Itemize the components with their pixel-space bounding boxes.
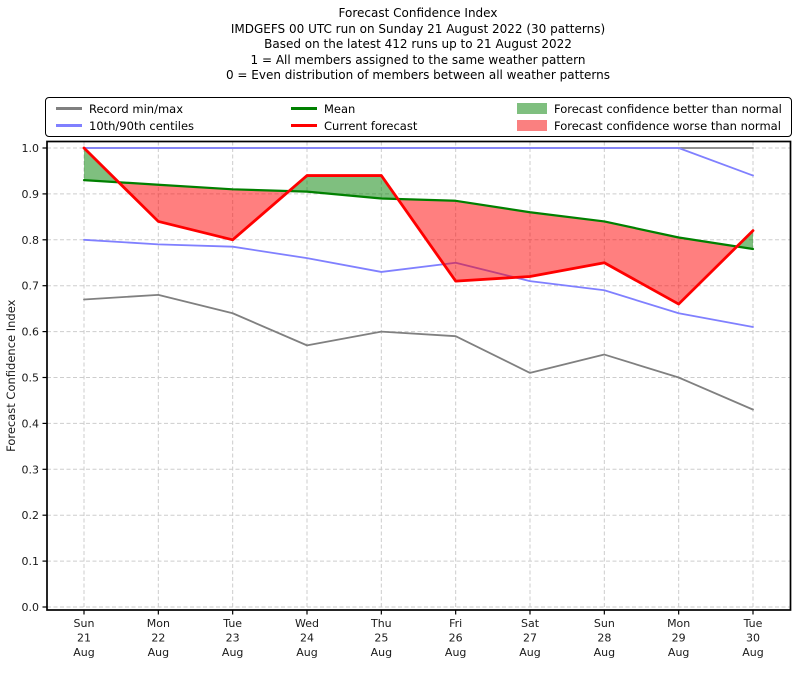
chart-title-line-1: Forecast Confidence Index [338,6,498,20]
legend: Record min/max 10th/90th centiles Mean C… [45,97,792,137]
legend-label: Record min/max [89,101,184,116]
svg-text:Aug: Aug [222,646,243,659]
svg-text:28: 28 [597,632,611,645]
svg-text:Aug: Aug [296,646,317,659]
svg-text:Sun: Sun [594,617,615,630]
svg-text:Mon: Mon [147,617,170,630]
confidence-better-patch-swatch [517,103,547,114]
legend-label: Forecast confidence better than normal [554,101,782,116]
svg-text:0.9: 0.9 [22,188,40,201]
legend-label: Mean [324,101,356,116]
svg-text:0.1: 0.1 [22,555,40,568]
svg-text:0.6: 0.6 [22,326,40,339]
svg-text:0.8: 0.8 [22,234,40,247]
svg-text:Aug: Aug [668,646,689,659]
svg-text:Aug: Aug [371,646,392,659]
legend-label: 10th/90th centiles [89,118,195,133]
series-current-forecast [82,146,755,306]
svg-text:26: 26 [449,632,463,645]
tick-marks [42,147,754,615]
legend-label: Current forecast [324,118,418,133]
record-minmax-line-swatch [56,107,82,110]
y-axis-label: Forecast Confidence Index [4,299,18,451]
svg-text:Aug: Aug [594,646,615,659]
svg-text:Aug: Aug [73,646,94,659]
x-tick-labels: Sun21AugMon22AugTue23AugWed24AugThu25Aug… [73,617,763,659]
legend-item-confidence-better: Forecast confidence better than normal [517,101,782,116]
svg-text:Fri: Fri [449,617,462,630]
svg-text:Sat: Sat [521,617,540,630]
svg-text:Mon: Mon [667,617,690,630]
svg-text:Aug: Aug [148,646,169,659]
svg-text:Aug: Aug [445,646,466,659]
plot-border [46,140,792,611]
svg-text:Sun: Sun [74,617,95,630]
legend-item-record-minmax: Record min/max [56,101,183,116]
svg-text:24: 24 [300,632,314,645]
svg-text:0.3: 0.3 [22,463,40,476]
series-10th-centile [83,238,754,328]
svg-text:Aug: Aug [742,646,763,659]
svg-text:Thu: Thu [370,617,392,630]
mean-line-swatch [291,107,317,110]
y-tick-labels: 0.0 0.1 0.2 0.3 0.4 0.5 0.6 0.7 0.8 0.9 1.0 [22,142,40,614]
svg-text:Aug: Aug [519,646,540,659]
svg-text:29: 29 [672,632,686,645]
svg-text:1.0: 1.0 [22,142,40,155]
fill-confidence-worse [118,182,290,240]
svg-text:Tue: Tue [222,617,242,630]
svg-text:0.2: 0.2 [22,509,40,522]
svg-text:27: 27 [523,632,537,645]
chart-title-line-2: IMDGEFS 00 UTC run on Sunday 21 August 2… [230,21,606,36]
svg-text:Wed: Wed [295,617,319,630]
centiles-line-swatch [56,124,82,127]
chart-title-line-4: 1 = All members assigned to the same wea… [250,52,586,67]
legend-item-mean: Mean [291,101,355,116]
svg-text:0.4: 0.4 [22,417,40,430]
svg-text:30: 30 [746,632,760,645]
fill-confidence-better [289,175,398,199]
svg-text:Tue: Tue [743,617,763,630]
svg-text:22: 22 [151,632,165,645]
chart-title-line-3: Based on the latest 412 runs up to 21 Au… [264,37,572,51]
series-90th-centile [83,147,754,177]
chart-title-line-5: 0 = Even distribution of members between… [225,68,611,82]
fill-confidence-worse [397,199,737,305]
confidence-worse-patch-swatch [517,120,547,131]
legend-label: Forecast confidence worse than normal [554,118,781,133]
series-record-min [83,293,754,411]
svg-text:25: 25 [374,632,388,645]
svg-text:21: 21 [77,632,91,645]
svg-text:23: 23 [226,632,240,645]
series-mean [82,179,755,251]
legend-item-centiles: 10th/90th centiles [56,118,194,133]
chart-title-block: Forecast Confidence Index IMDGEFS 00 UTC… [40,6,796,84]
current-forecast-line-swatch [291,124,317,127]
legend-item-current-forecast: Current forecast [291,118,417,133]
svg-text:0.0: 0.0 [22,601,40,614]
svg-text:0.7: 0.7 [22,280,40,293]
svg-text:0.5: 0.5 [22,372,40,385]
legend-item-confidence-worse: Forecast confidence worse than normal [517,118,781,133]
